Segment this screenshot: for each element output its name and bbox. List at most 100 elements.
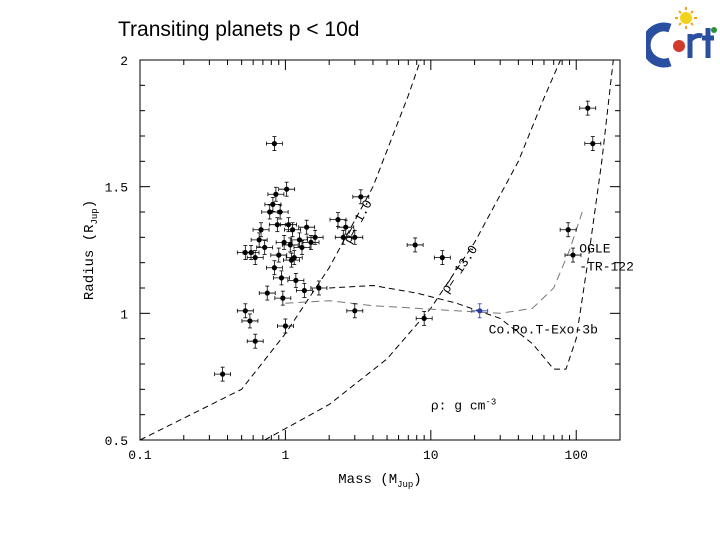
annotation-superscript: -3	[485, 398, 496, 408]
planet-marker	[291, 255, 297, 261]
y-axis-label-sub: Jup	[90, 208, 100, 224]
planet-marker	[281, 239, 287, 245]
planet-point	[264, 196, 282, 212]
y-axis-label: Radius (RJup)	[82, 200, 100, 300]
planet-marker	[289, 227, 296, 233]
y-tick-label: 1	[120, 307, 128, 322]
planet-marker	[293, 277, 299, 283]
planet-marker	[301, 287, 307, 294]
x-tick-label: 1	[282, 448, 290, 463]
planet-point	[265, 260, 283, 276]
planet-marker	[264, 290, 270, 296]
y-tick-label: 1.5	[105, 181, 128, 196]
planet-point	[246, 333, 264, 349]
plot-frame	[139, 59, 621, 441]
planet-marker	[282, 323, 289, 329]
planet-marker	[271, 265, 277, 271]
planet-point	[329, 212, 347, 228]
planet-point	[471, 303, 489, 319]
planet-marker	[284, 186, 290, 192]
planet-marker	[278, 275, 285, 281]
planet-point	[236, 303, 254, 319]
model-curve	[329, 59, 614, 370]
planet-point	[346, 303, 364, 319]
planet-marker	[262, 244, 268, 251]
planet-point	[241, 313, 259, 329]
model-curve	[139, 59, 422, 441]
planet-marker	[247, 318, 253, 324]
planet-point	[337, 219, 355, 235]
planet-point	[579, 100, 597, 116]
planet-marker	[267, 209, 273, 215]
planet-marker	[271, 141, 277, 147]
planet-marker	[299, 244, 305, 251]
planet-marker	[358, 194, 364, 200]
planet-marker	[276, 252, 282, 258]
planet-marker	[308, 239, 314, 245]
planet-marker	[352, 234, 358, 240]
planet-point	[285, 250, 303, 266]
planet-point	[214, 366, 232, 382]
planet-marker	[352, 308, 358, 314]
y-axis-label-main: Radius (R	[82, 224, 98, 300]
planet-point	[281, 237, 299, 253]
planet-point	[265, 136, 283, 152]
planet-point	[275, 234, 293, 250]
annotations: OGLE -TR-122 Co.Ro.T-Exo-3b ρ: g cm-3	[431, 242, 634, 414]
planet-point	[306, 229, 324, 245]
planet-marker	[477, 308, 483, 314]
planet-marker	[590, 141, 596, 147]
planet-marker	[252, 338, 258, 344]
planet-marker	[335, 217, 341, 223]
planet-point	[273, 270, 290, 286]
planet-marker	[280, 295, 286, 301]
model-curve	[285, 211, 583, 314]
planet-marker	[312, 234, 318, 240]
y-tick-label: 0.5	[105, 434, 128, 449]
planet-marker	[296, 237, 303, 243]
x-axis-label-sub: Jup	[397, 480, 413, 490]
plot-annotation: OGLE	[579, 242, 610, 257]
planet-marker	[412, 242, 418, 248]
planet-marker	[277, 209, 283, 215]
x-tick-label: 0.1	[128, 448, 152, 463]
planet-point	[310, 280, 328, 296]
axis-ticks: 0.1 1 10 100 0.5 1 1.5 2	[105, 54, 621, 463]
planet-marker	[270, 201, 276, 207]
model-curves: ρ= 1.0ρ= 13.0	[139, 59, 614, 441]
planet-point	[346, 229, 364, 245]
planet-point	[433, 250, 451, 266]
planet-point	[293, 240, 311, 255]
x-axis-label-close: )	[413, 472, 421, 488]
planet-point	[352, 189, 370, 205]
planet-marker	[285, 222, 292, 228]
planet-marker	[287, 242, 293, 248]
planet-marker	[248, 249, 254, 256]
planet-marker	[340, 234, 346, 240]
planet-marker	[242, 308, 248, 314]
planet-point	[256, 240, 274, 255]
planet-marker	[220, 371, 226, 377]
planet-point	[584, 136, 602, 152]
planet-marker	[273, 191, 279, 197]
x-axis-label: Mass (MJup)	[338, 472, 421, 490]
x-tick-label: 100	[565, 448, 588, 463]
planet-marker	[258, 227, 264, 233]
density-curve-label: ρ= 13.0	[438, 242, 481, 296]
plot-annotation: -TR-122	[579, 259, 634, 274]
planet-point	[334, 229, 352, 245]
planet-marker	[421, 315, 427, 321]
planet-marker	[565, 227, 571, 233]
corot-logo	[646, 7, 717, 68]
planet-point	[298, 219, 316, 235]
x-tick-label: 10	[423, 448, 439, 463]
planet-point	[246, 250, 264, 266]
planet-marker	[343, 224, 349, 230]
y-tick-label: 2	[120, 54, 128, 69]
planet-marker	[304, 224, 310, 230]
planet-point	[278, 181, 296, 197]
planet-point	[250, 232, 268, 248]
planet-point	[415, 310, 433, 326]
planet-marker	[570, 252, 576, 258]
